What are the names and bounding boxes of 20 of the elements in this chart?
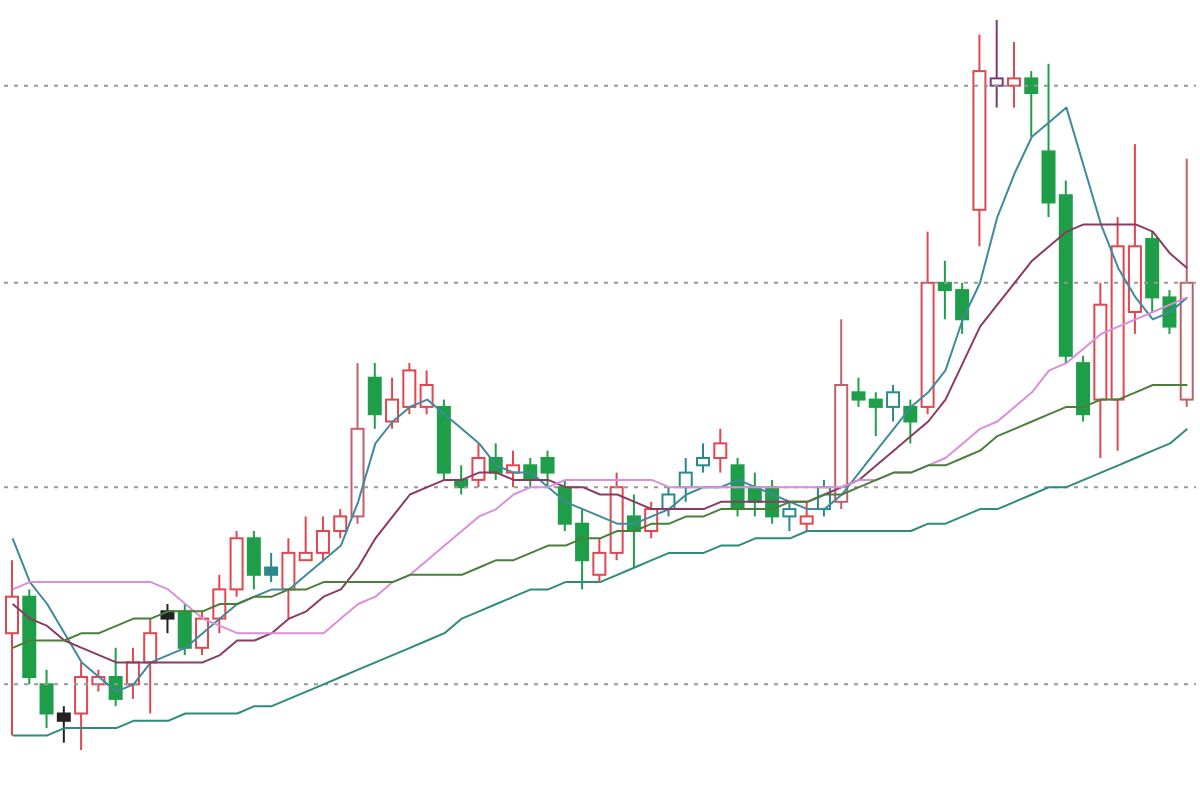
candlestick [903,398,918,445]
candlestick [1024,70,1039,138]
candlestick [143,617,158,715]
candlestick [799,500,814,532]
candlestick [281,537,296,620]
candlestick [592,537,607,584]
candlestick [886,384,901,423]
candlestick [419,369,434,416]
candlestick [851,376,866,408]
candlestick [264,551,279,584]
candlestick [39,668,54,730]
candlestick [5,559,19,737]
candlestick [367,362,382,430]
candlestick [868,391,883,438]
candlestick [56,705,71,744]
candlestick [540,449,555,489]
candlestick [782,500,797,532]
candlestick [177,603,192,657]
candlestick [246,530,261,591]
candlestick [471,442,486,489]
